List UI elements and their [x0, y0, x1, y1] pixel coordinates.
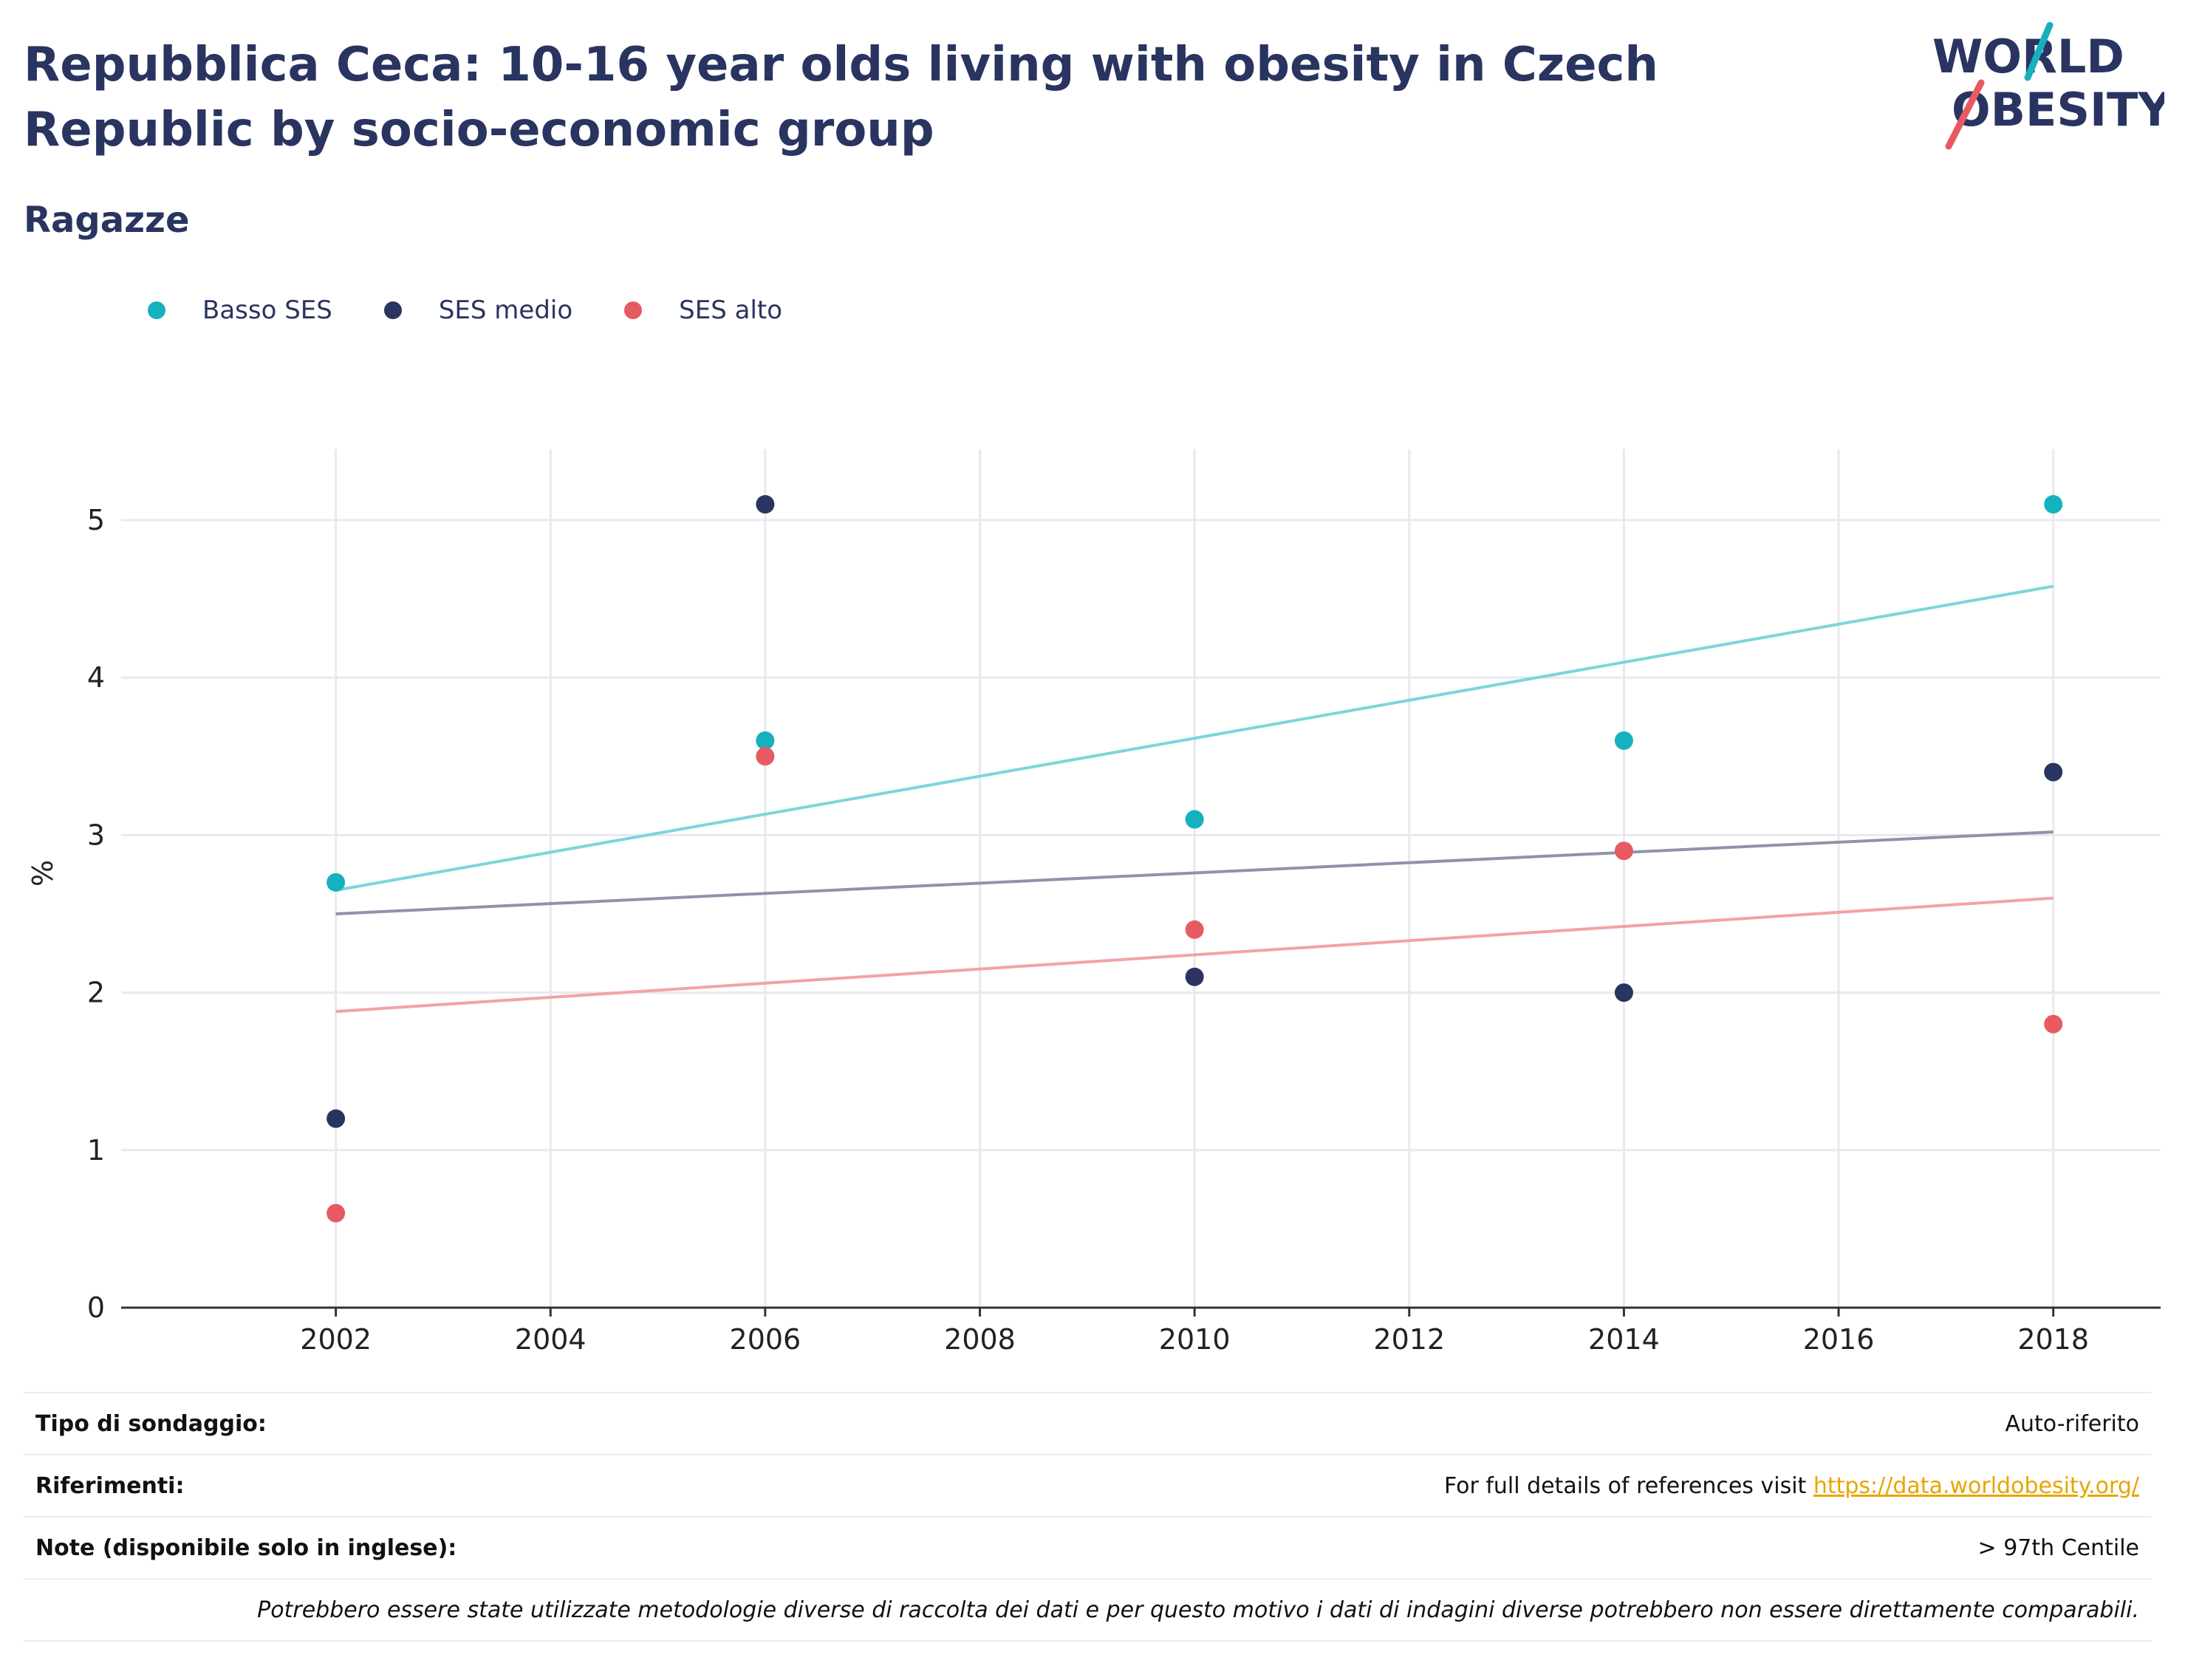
x-tick-label: 2018	[2017, 1323, 2089, 1356]
legend-item-basso-ses[interactable]: Basso SES	[148, 296, 332, 325]
legend-marker-icon	[383, 301, 402, 319]
data-point-1	[1614, 983, 1633, 1003]
notes-label: Note (disponibile solo in inglese):	[35, 1534, 457, 1561]
trend-line-0	[335, 584, 2054, 892]
footer-row-disclaimer: Potrebbero essere state utilizzate metod…	[24, 1578, 2151, 1642]
footer-row-notes: Note (disponibile solo in inglese): > 97…	[24, 1516, 2151, 1578]
legend-item-ses-alto[interactable]: SES alto	[624, 296, 782, 325]
y-tick-label: 1	[87, 1134, 105, 1167]
survey-type-value: Auto-riferito	[2005, 1410, 2139, 1437]
trend-line-2	[335, 896, 2054, 1014]
data-point-2	[326, 1203, 346, 1223]
legend-label: SES medio	[438, 296, 573, 325]
x-tick-label: 2016	[1803, 1323, 1875, 1356]
references-text: For full details of references visit	[1443, 1472, 1813, 1499]
y-tick-label: 3	[87, 819, 105, 851]
data-point-2	[1614, 841, 1633, 861]
legend-label: Basso SES	[202, 296, 332, 325]
x-tick-label: 2006	[730, 1323, 801, 1356]
data-point-2	[1185, 920, 1204, 939]
y-tick-label: 2	[87, 977, 105, 1009]
scatter-chart: 2002 2004 2006 2008 2010 2012 2014 2016 2018 0 1 2 3…	[87, 449, 2161, 1356]
data-point-0	[326, 873, 346, 892]
x-tick-label: 2004	[515, 1323, 587, 1356]
disclaimer-text: Potrebbero essere state utilizzate metod…	[257, 1597, 2139, 1623]
data-point-0	[1614, 731, 1633, 750]
footer-row-survey: Tipo di sondaggio: Auto-riferito	[24, 1392, 2151, 1454]
legend: Basso SES SES medio SES alto	[148, 296, 834, 325]
references-value: For full details of references visit htt…	[1444, 1473, 2139, 1499]
x-tick-label: 2002	[300, 1323, 372, 1356]
y-tick-label: 4	[87, 661, 105, 694]
data-point-0	[1185, 810, 1204, 829]
y-tick-label: 5	[87, 504, 105, 536]
chart-title: Repubblica Ceca: 10-16 year olds living …	[24, 38, 1658, 157]
x-tick-label: 2014	[1588, 1323, 1660, 1356]
legend-label: SES alto	[679, 296, 783, 325]
legend-item-ses-medio[interactable]: SES medio	[383, 296, 573, 325]
x-tick-label: 2008	[944, 1323, 1016, 1356]
x-tick-label: 2010	[1159, 1323, 1231, 1356]
data-point-1	[756, 495, 775, 514]
footer-row-references: Riferimenti: For full details of referen…	[24, 1454, 2151, 1516]
data-point-1	[326, 1109, 346, 1128]
data-point-1	[1185, 967, 1204, 986]
chart-subtitle: Ragazze	[24, 199, 190, 241]
notes-value: > 97th Centile	[1977, 1534, 2139, 1561]
data-point-2	[756, 747, 775, 766]
data-point-0	[756, 731, 775, 750]
references-label: Riferimenti:	[35, 1472, 185, 1499]
data-point-1	[2044, 762, 2063, 782]
data-point-2	[2044, 1014, 2063, 1034]
data-point-0	[2044, 495, 2063, 514]
world-obesity-logo: WORLD OBESITY	[1921, 21, 2172, 155]
x-tick-label: 2012	[1373, 1323, 1445, 1356]
footer-table: Tipo di sondaggio: Auto-riferito Riferim…	[24, 1392, 2151, 1642]
references-link[interactable]: https://data.worldobesity.org/	[1813, 1472, 2139, 1499]
legend-marker-icon	[148, 301, 165, 319]
legend-marker-icon	[624, 301, 643, 319]
trend-line-1	[335, 830, 2054, 915]
svg-text:OBESITY: OBESITY	[1952, 83, 2164, 137]
y-tick-label: 0	[87, 1291, 105, 1324]
survey-type-label: Tipo di sondaggio:	[35, 1410, 267, 1437]
